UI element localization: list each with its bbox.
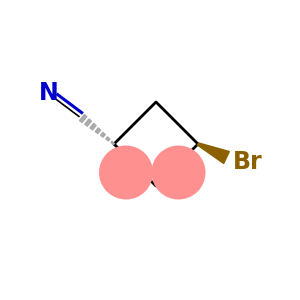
Polygon shape [95, 128, 100, 134]
Circle shape [152, 146, 206, 200]
Text: Br: Br [232, 150, 262, 174]
Text: N: N [39, 81, 59, 105]
Circle shape [99, 146, 153, 200]
Polygon shape [85, 119, 92, 126]
Polygon shape [90, 123, 96, 130]
Polygon shape [111, 141, 114, 145]
Polygon shape [106, 137, 110, 141]
Polygon shape [197, 143, 229, 164]
Polygon shape [80, 115, 87, 122]
Polygon shape [100, 132, 105, 137]
